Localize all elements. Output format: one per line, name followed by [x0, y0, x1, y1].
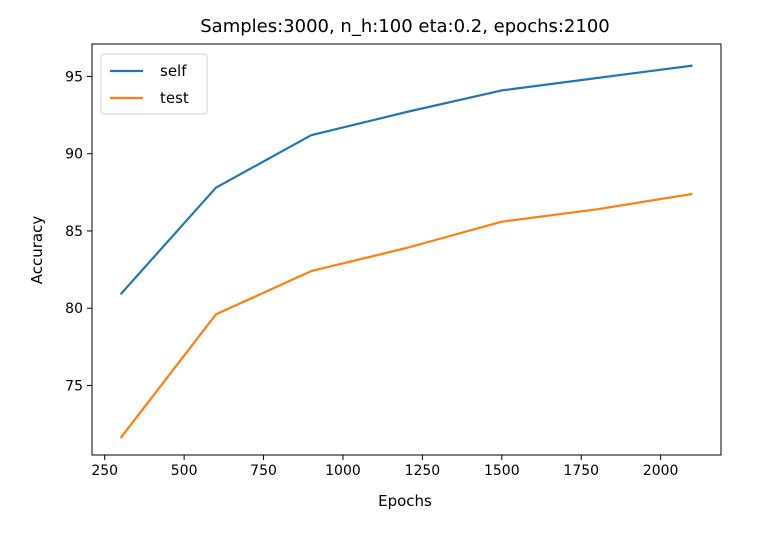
y-tick-label: 85	[65, 224, 83, 240]
series-line-test	[119, 192, 693, 439]
chart-title: Samples:3000, n_h:100 eta:0.2, epochs:21…	[200, 16, 610, 37]
legend-box	[100, 53, 208, 115]
plot-frame	[91, 43, 722, 456]
x-axis-title: Epochs	[378, 492, 432, 510]
x-tick-label: 1250	[405, 463, 441, 479]
x-axis: 250 500 750 1000 1250 1500 1750 2000	[91, 455, 678, 479]
y-tick-label: 80	[65, 301, 83, 317]
x-tick-label: 2000	[643, 463, 679, 479]
x-tick-label: 1500	[484, 463, 520, 479]
x-tick-label: 1000	[325, 463, 361, 479]
series-line-self	[119, 64, 693, 296]
y-tick-label: 90	[65, 147, 83, 163]
legend-label-self: self	[160, 62, 187, 80]
legend: self test	[100, 53, 208, 115]
x-tick-label: 1750	[563, 463, 599, 479]
x-tick-label: 250	[91, 463, 118, 479]
x-tick-label: 750	[250, 463, 277, 479]
legend-label-test: test	[160, 89, 189, 107]
x-tick-label: 500	[171, 463, 198, 479]
y-tick-label: 95	[65, 69, 83, 85]
y-axis: 75 80 85 90 95	[65, 69, 92, 394]
y-tick-label: 75	[65, 378, 83, 394]
y-axis-title: Accuracy	[28, 216, 46, 285]
plot-area	[91, 43, 722, 456]
